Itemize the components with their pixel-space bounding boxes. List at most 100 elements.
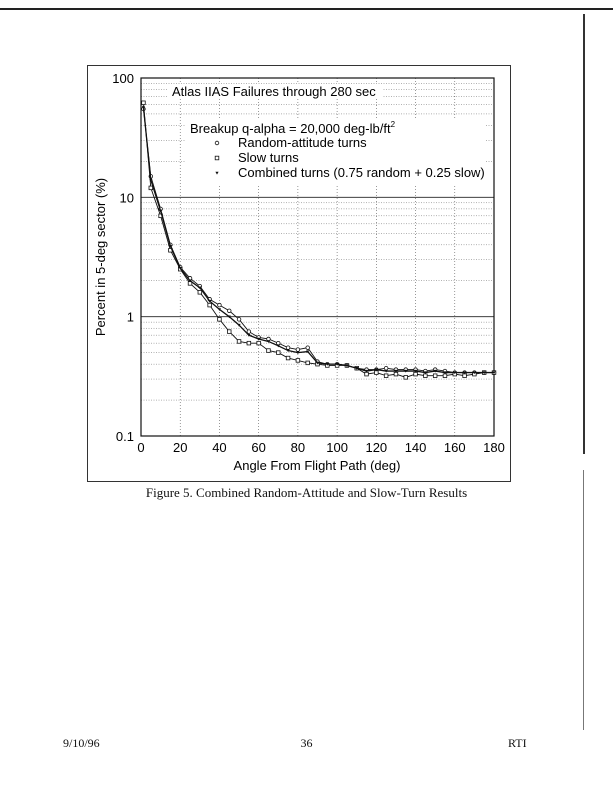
legend-entry: Random-attitude turns xyxy=(238,135,367,150)
data-point xyxy=(433,369,437,373)
footer-org: RTI xyxy=(508,736,527,750)
x-tick-label: 100 xyxy=(326,440,348,455)
y-tick-label: 0.1 xyxy=(116,429,134,444)
data-point xyxy=(403,375,408,380)
data-point xyxy=(462,373,467,378)
x-tick-label: 0 xyxy=(137,440,144,455)
data-point xyxy=(374,370,379,375)
data-point xyxy=(472,371,476,375)
x-tick-label: 180 xyxy=(483,440,505,455)
data-point xyxy=(246,329,252,334)
x-tick-label: 140 xyxy=(405,440,427,455)
x-axis-label: Angle From Flight Path (deg) xyxy=(234,458,401,473)
data-point xyxy=(374,368,378,372)
data-point xyxy=(364,371,369,377)
data-point xyxy=(492,371,496,375)
data-point xyxy=(276,350,281,355)
data-point xyxy=(423,371,427,375)
data-point xyxy=(257,337,261,341)
data-point xyxy=(285,345,291,350)
data-point xyxy=(443,371,447,375)
data-point xyxy=(345,364,349,368)
y-tick-label: 10 xyxy=(120,190,134,205)
data-point xyxy=(208,299,212,303)
data-point xyxy=(237,323,241,327)
series-triangle xyxy=(141,105,496,375)
right-margin-bar-lower xyxy=(583,470,584,730)
data-point xyxy=(247,333,251,337)
data-point xyxy=(413,369,418,373)
data-point xyxy=(266,348,271,353)
data-point xyxy=(217,317,222,322)
x-tick-label: 60 xyxy=(251,440,265,455)
data-point xyxy=(384,369,388,373)
figure-frame xyxy=(87,65,511,482)
data-point xyxy=(227,315,231,319)
chart-subtitle-superscript: 2 xyxy=(391,120,396,129)
data-point xyxy=(276,344,280,348)
series-layer xyxy=(141,100,497,380)
data-point xyxy=(325,362,329,366)
top-rule xyxy=(0,8,613,10)
legend-marker-triangle xyxy=(215,171,219,175)
y-tick-label: 1 xyxy=(127,310,134,325)
data-point xyxy=(149,178,153,182)
data-point xyxy=(286,349,290,353)
data-point xyxy=(355,366,359,370)
data-point xyxy=(413,371,418,377)
data-point xyxy=(453,371,457,375)
data-point xyxy=(305,345,310,350)
data-point xyxy=(296,351,300,355)
data-point xyxy=(246,340,252,346)
data-point xyxy=(393,371,399,377)
data-point xyxy=(178,266,182,270)
data-point xyxy=(404,369,408,373)
x-tick-label: 20 xyxy=(173,440,187,455)
legend-marker-square xyxy=(214,155,220,161)
tick-labels: 0 20 40 60 80 100 120 140 160 180 0.1 1 10 100 xyxy=(112,71,505,455)
data-point xyxy=(335,362,339,366)
data-point xyxy=(442,373,448,378)
plot-area-border xyxy=(140,77,495,437)
data-point xyxy=(315,361,320,365)
data-point xyxy=(217,302,222,308)
data-point xyxy=(305,360,310,366)
x-tick-label: 40 xyxy=(212,440,226,455)
data-point xyxy=(432,373,438,378)
footer-page-number: 36 xyxy=(300,736,313,750)
data-point xyxy=(383,373,389,378)
data-point xyxy=(236,339,242,344)
data-point xyxy=(188,279,192,283)
data-point xyxy=(159,209,163,213)
data-point xyxy=(227,308,232,313)
y-axis-label: Percent in 5-deg sector (%) xyxy=(93,178,108,336)
right-margin-bar xyxy=(583,14,585,454)
legend-entry: Combined turns (0.75 random + 0.25 slow) xyxy=(238,165,485,180)
data-point xyxy=(227,329,232,334)
x-tick-label: 80 xyxy=(291,440,305,455)
data-point xyxy=(217,308,222,312)
title-box xyxy=(168,84,382,99)
x-tick-label: 120 xyxy=(365,440,387,455)
data-point xyxy=(285,355,291,361)
data-point xyxy=(168,244,173,248)
data-point xyxy=(364,369,369,373)
data-point xyxy=(482,371,486,375)
data-point xyxy=(306,350,310,354)
legend-marker-circle xyxy=(214,140,220,146)
chart-subtitle-text: Breakup q-alpha = 20,000 deg-lb/ft xyxy=(190,121,391,136)
data-point xyxy=(383,365,389,371)
legend-entry: Slow turns xyxy=(238,150,299,165)
data-point xyxy=(394,369,398,373)
figure-caption: Figure 5. Combined Random-Attitude and S… xyxy=(145,485,468,500)
data-point xyxy=(266,340,271,344)
data-point xyxy=(207,302,212,308)
data-point xyxy=(236,317,242,322)
data-point xyxy=(423,373,428,378)
data-point xyxy=(256,340,261,346)
data-point xyxy=(295,347,301,352)
x-tick-label: 160 xyxy=(444,440,466,455)
legend-box xyxy=(186,118,486,186)
